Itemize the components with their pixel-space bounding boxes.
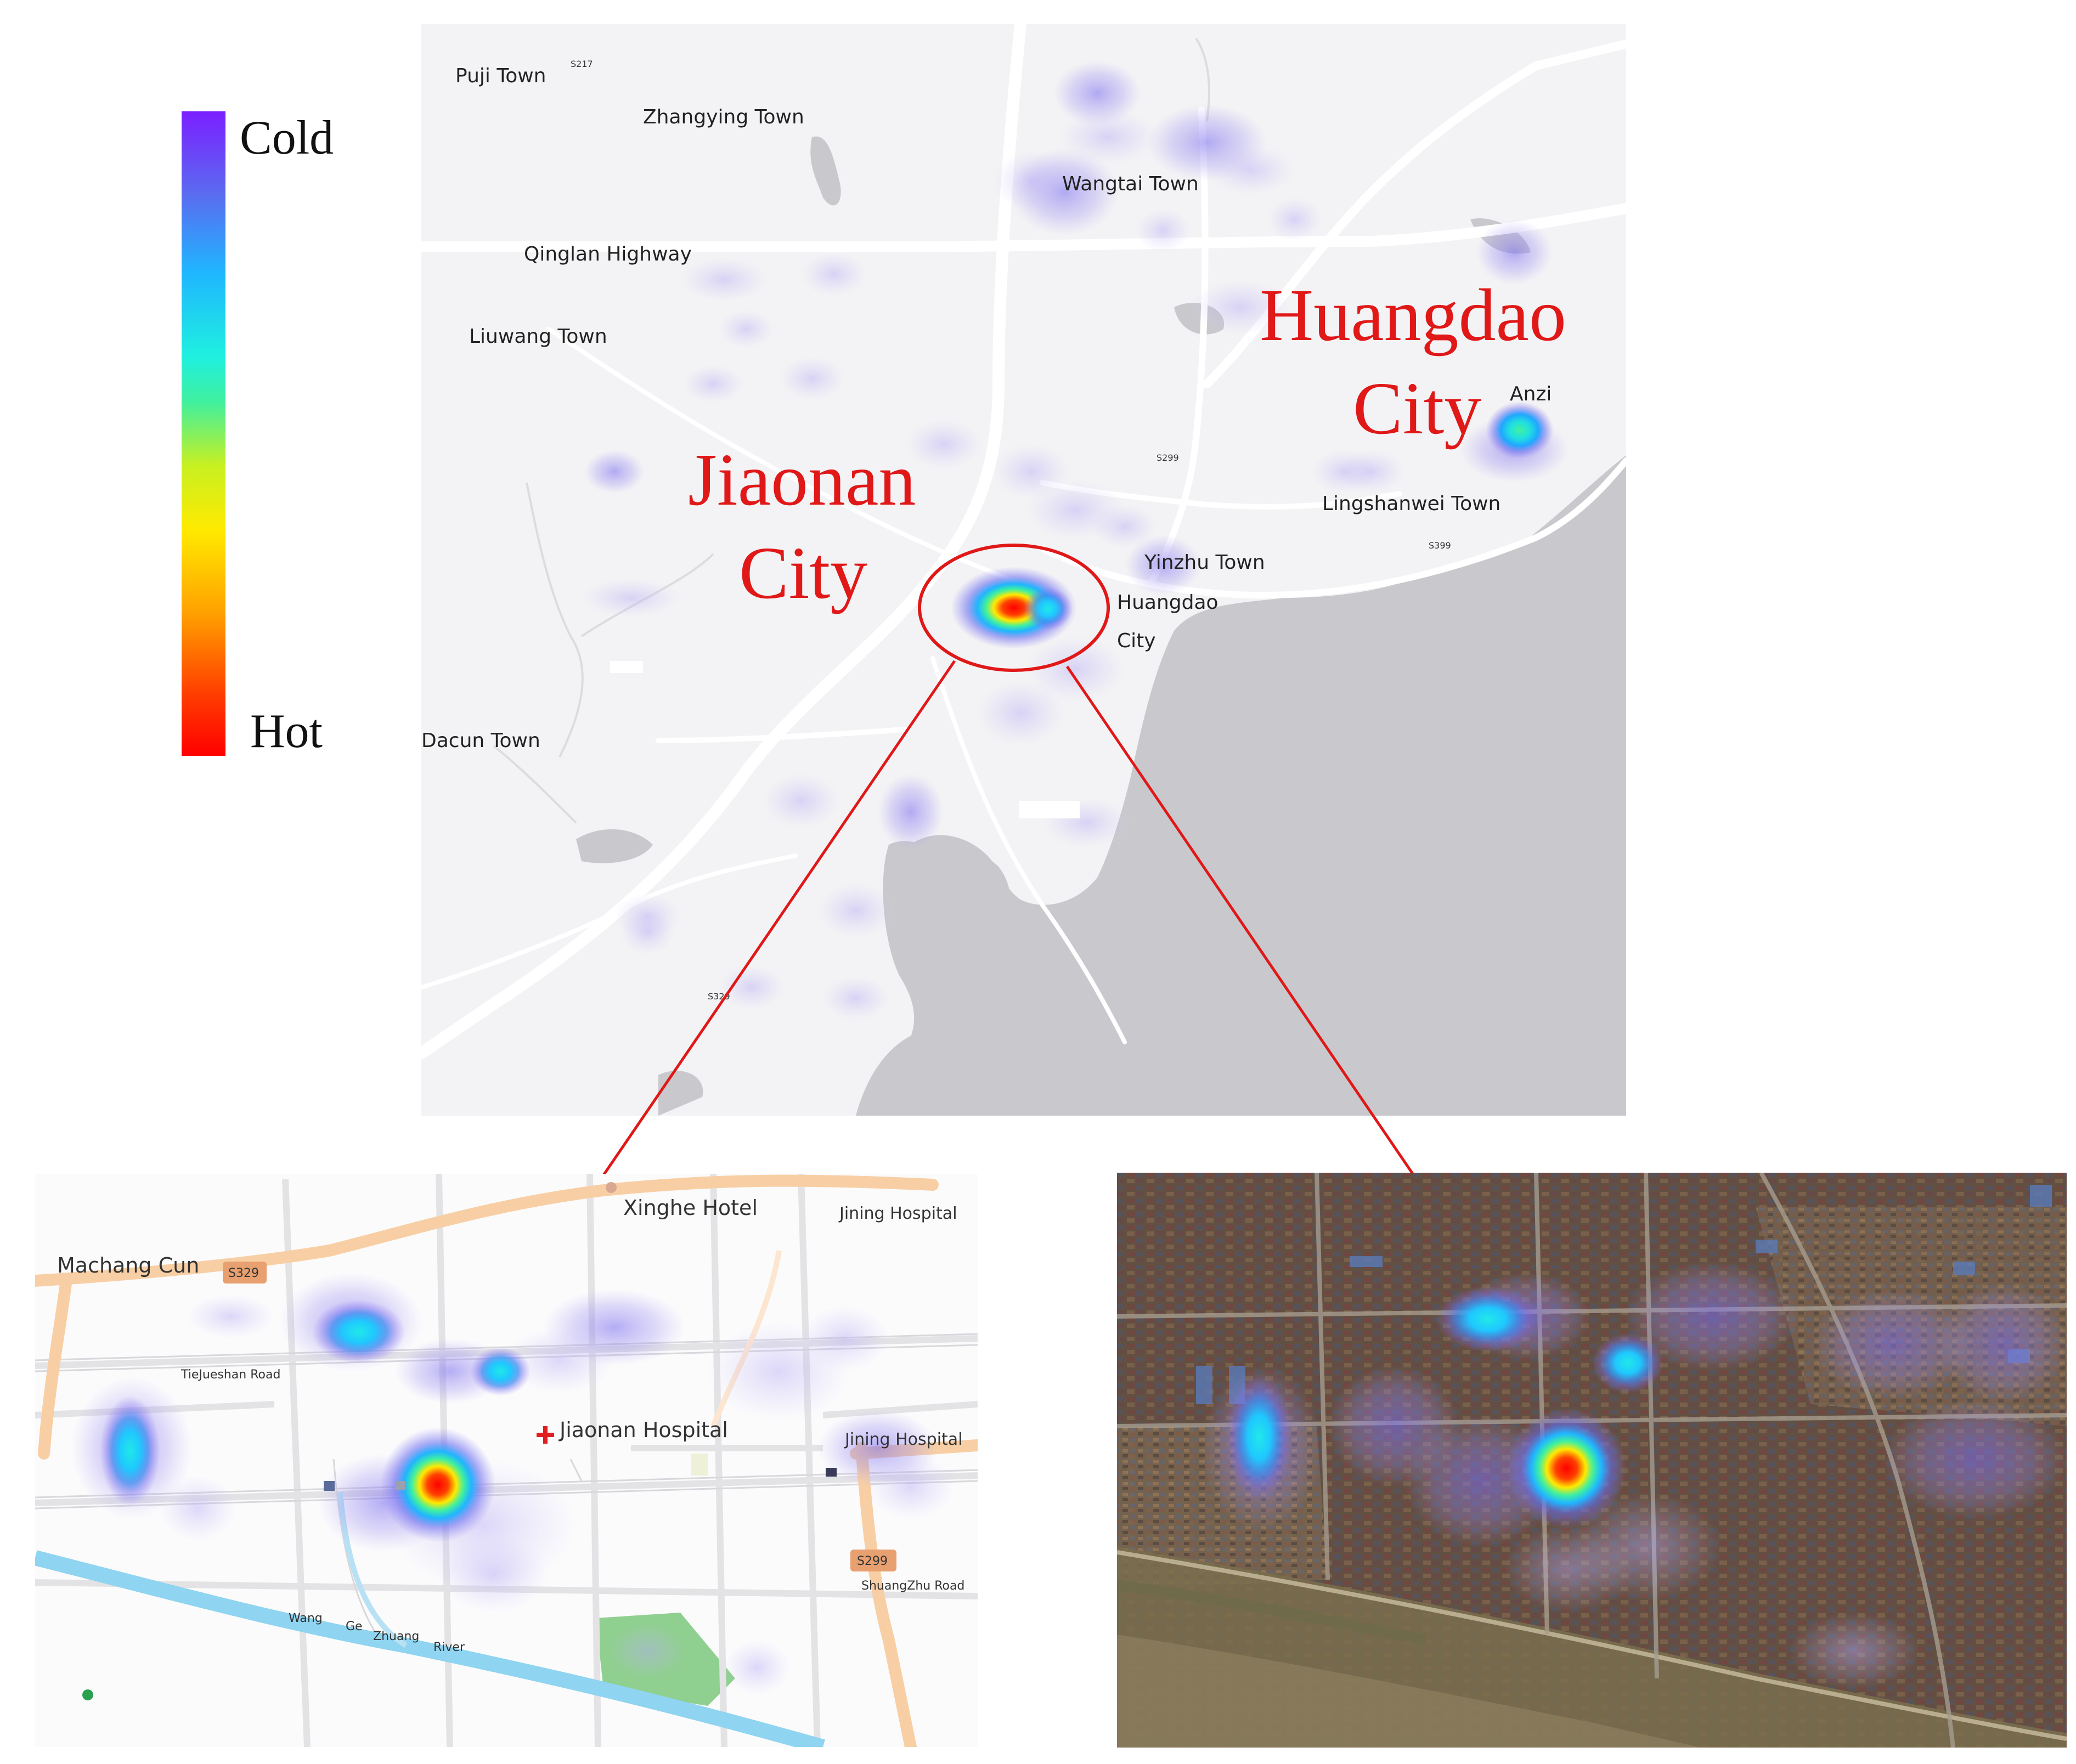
street-labels: Machang Cun Xinghe Hotel Jining Hospital… bbox=[57, 1196, 964, 1654]
label-jining-hospital-right: Jining Hospital bbox=[844, 1430, 963, 1449]
color-legend: Cold Hot bbox=[182, 111, 334, 758]
shield-s329-text: S329 bbox=[228, 1267, 259, 1280]
overview-place-labels: Puji Town Zhangying Town Wangtai Town Qi… bbox=[421, 65, 1552, 752]
island bbox=[1395, 797, 1441, 878]
street-hot-spot bbox=[380, 1427, 495, 1542]
label-huangdao-city-small-2: City bbox=[1117, 630, 1156, 652]
callout-huangdao-line1: Huangdao bbox=[1260, 274, 1566, 357]
sat-cyan-spot-2 bbox=[1592, 1333, 1663, 1393]
label-jining-hospital-top: Jining Hospital bbox=[838, 1204, 957, 1223]
label-machang-cun: Machang Cun bbox=[57, 1253, 199, 1277]
hotel-marker-icon bbox=[606, 1182, 617, 1193]
label-yinzhu-town: Yinzhu Town bbox=[1144, 551, 1265, 574]
sat-cyan-spot-3 bbox=[1226, 1374, 1292, 1500]
label-zhangying-town: Zhangying Town bbox=[643, 106, 804, 128]
label-river-wang: Wang bbox=[289, 1612, 323, 1625]
label-qinglan-highway: Qinglan Highway bbox=[524, 243, 692, 265]
lake-north bbox=[810, 136, 841, 206]
poi-building-icon bbox=[324, 1481, 335, 1491]
label-jiaonan-hospital: Jiaonan Hospital bbox=[559, 1418, 728, 1442]
label-river-river: River bbox=[433, 1641, 465, 1654]
focus-circle bbox=[918, 544, 1110, 672]
street-cyan-spot-3 bbox=[100, 1396, 160, 1506]
hospital-cross-icon bbox=[537, 1426, 554, 1444]
callout-jiaonan-line1: Jiaonan bbox=[688, 439, 916, 521]
satellite-heat-blobs bbox=[1201, 1262, 2067, 1689]
shield-s299-box bbox=[850, 1550, 896, 1571]
arrow-to-street-map bbox=[565, 660, 956, 1231]
label-xinghe-hotel: Xinghe Hotel bbox=[623, 1196, 758, 1220]
label-puji-town: Puji Town bbox=[455, 65, 546, 87]
shield-s299-text: S299 bbox=[857, 1554, 888, 1568]
poi-markers bbox=[82, 1182, 837, 1700]
label-anzi: Anzi bbox=[1510, 383, 1552, 405]
river bbox=[35, 1550, 825, 1747]
street-shields: S329 S299 bbox=[223, 1262, 896, 1571]
lake-south bbox=[658, 1071, 703, 1116]
poi-bus-icon bbox=[826, 1468, 837, 1477]
label-wangtai-town: Wangtai Town bbox=[1062, 173, 1199, 195]
shield-s217: S217 bbox=[571, 59, 593, 69]
lower-bay bbox=[856, 841, 1152, 1116]
rail-line bbox=[1117, 1550, 2067, 1741]
street-cyan-spot-2 bbox=[470, 1347, 531, 1396]
shield-s399: S399 bbox=[1429, 540, 1451, 551]
lake-west bbox=[576, 829, 653, 863]
label-river-ge: Ge bbox=[346, 1620, 363, 1633]
label-river-zhuang: Zhuang bbox=[373, 1630, 419, 1643]
label-shuangzhu-road: ShuangZhu Road bbox=[861, 1579, 964, 1593]
shield-s299: S299 bbox=[1157, 453, 1179, 463]
arrow-to-satellite bbox=[1065, 665, 1456, 1235]
poi-square-icon-2 bbox=[691, 1454, 708, 1475]
anzi-hotspot bbox=[1486, 402, 1554, 459]
overview-road-shields: S217 S299 S399 S329 bbox=[571, 59, 1451, 1002]
poi-square-icon bbox=[395, 1481, 405, 1490]
street-map: S329 S299 Machang Cun Xinghe Hotel Jinin… bbox=[35, 1174, 978, 1747]
street-cyan-spot-1 bbox=[312, 1300, 405, 1364]
label-dacun-town: Dacun Town bbox=[421, 730, 540, 752]
shield-s329-box bbox=[223, 1262, 267, 1284]
label-tiejueshan-road: TieJueshan Road bbox=[180, 1368, 280, 1382]
label-lingshanwei-town: Lingshanwei Town bbox=[1322, 493, 1500, 515]
label-liuwang-town: Liuwang Town bbox=[469, 325, 607, 348]
tree-icon bbox=[82, 1689, 93, 1700]
street-heat-blobs bbox=[71, 1273, 955, 1695]
label-huangdao-city-small-1: Huangdao bbox=[1117, 591, 1218, 614]
overview-map: S217 S299 S399 S329 Puji Town Zhangying … bbox=[421, 24, 1626, 1116]
legend-hot-label: Hot bbox=[250, 705, 323, 758]
legend-cold-label: Cold bbox=[240, 111, 334, 165]
callout-jiaonan-line2: City bbox=[739, 532, 867, 614]
overview-heat-blobs bbox=[582, 60, 1569, 1020]
sat-cyan-spot-1 bbox=[1436, 1286, 1540, 1352]
sat-hot-spot bbox=[1506, 1408, 1627, 1529]
sea-area bbox=[856, 455, 1626, 1116]
legend-color-bar bbox=[182, 111, 225, 756]
satellite-map bbox=[1117, 1173, 2067, 1748]
callout-huangdao-line2: City bbox=[1353, 368, 1481, 450]
